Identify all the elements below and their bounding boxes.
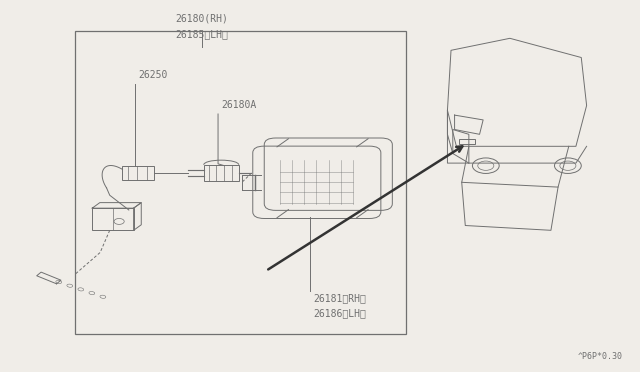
- Bar: [75, 31, 406, 334]
- Bar: [92, 208, 134, 230]
- Text: 26180(RH): 26180(RH): [175, 13, 228, 23]
- Text: 26250: 26250: [138, 70, 168, 80]
- Bar: [122, 166, 154, 180]
- Text: 26180A: 26180A: [221, 100, 257, 110]
- Text: 26186〈LH〉: 26186〈LH〉: [314, 308, 367, 318]
- Text: 26185〈LH〉: 26185〈LH〉: [175, 29, 228, 39]
- Bar: [460, 138, 475, 144]
- Text: ^P6P*0.30: ^P6P*0.30: [578, 352, 623, 361]
- Text: 26181〈RH〉: 26181〈RH〉: [314, 294, 367, 304]
- Bar: [204, 165, 239, 182]
